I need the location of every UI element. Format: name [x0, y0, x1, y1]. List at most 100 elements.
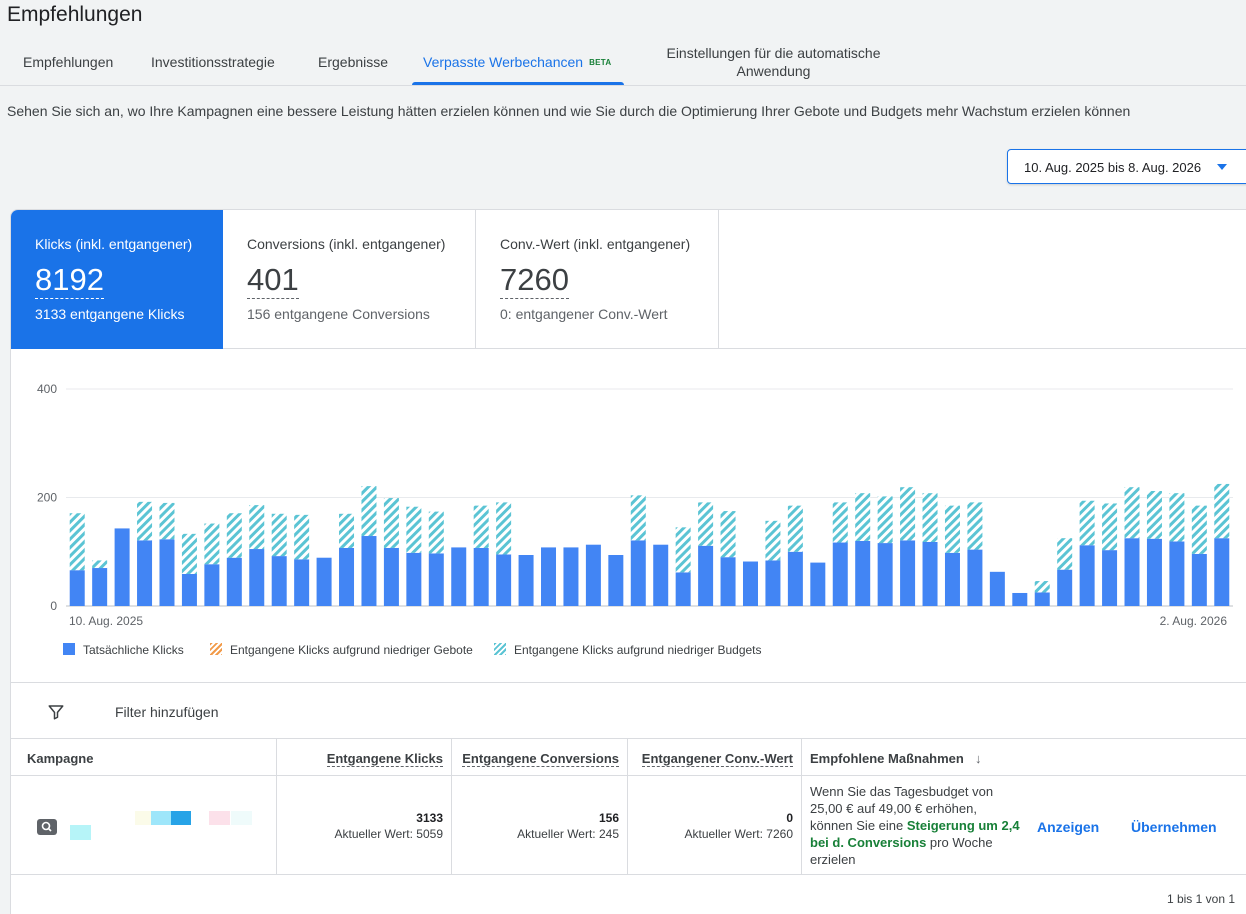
- bar-actual-clicks[interactable]: [473, 547, 489, 606]
- bar-lost-clicks-budget[interactable]: [787, 505, 803, 552]
- bar-actual-clicks[interactable]: [361, 536, 377, 606]
- bar-actual-clicks[interactable]: [406, 552, 422, 606]
- bar-actual-clicks[interactable]: [787, 551, 803, 606]
- bar-lost-clicks-budget[interactable]: [1079, 500, 1095, 546]
- bar-actual-clicks[interactable]: [877, 543, 893, 606]
- bar-actual-clicks[interactable]: [383, 547, 399, 606]
- date-range-picker[interactable]: 10. Aug. 2025 bis 8. Aug. 2026: [1007, 149, 1246, 184]
- bar-lost-clicks-budget[interactable]: [832, 502, 848, 543]
- bar-actual-clicks[interactable]: [1169, 541, 1185, 606]
- bar-actual-clicks[interactable]: [92, 568, 108, 606]
- bar-lost-clicks-budget[interactable]: [181, 533, 197, 574]
- bar-actual-clicks[interactable]: [204, 564, 220, 606]
- bar-lost-clicks-budget[interactable]: [1191, 505, 1207, 554]
- bar-lost-clicks-budget[interactable]: [137, 501, 153, 541]
- bar-actual-clicks[interactable]: [541, 547, 557, 606]
- bar-actual-clicks[interactable]: [226, 557, 242, 606]
- bar-lost-clicks-budget[interactable]: [720, 511, 736, 558]
- bar-lost-clicks-budget[interactable]: [967, 502, 983, 550]
- bar-actual-clicks[interactable]: [1146, 538, 1162, 606]
- metric-tab-clicks[interactable]: Klicks (inkl. entgangener) 8192 3133 ent…: [11, 210, 223, 349]
- bar-lost-clicks-budget[interactable]: [1124, 487, 1140, 539]
- bar-actual-clicks[interactable]: [1191, 553, 1207, 606]
- bar-actual-clicks[interactable]: [69, 570, 85, 606]
- bar-lost-clicks-budget[interactable]: [271, 513, 287, 557]
- bar-lost-clicks-budget[interactable]: [765, 520, 781, 561]
- bar-lost-clicks-budget[interactable]: [204, 523, 220, 565]
- column-header-campaign[interactable]: Kampagne: [11, 739, 277, 776]
- bar-lost-clicks-budget[interactable]: [406, 506, 422, 553]
- sort-arrow-icon[interactable]: ↓: [975, 751, 982, 766]
- bar-actual-clicks[interactable]: [967, 549, 983, 606]
- bar-lost-clicks-budget[interactable]: [1057, 538, 1073, 570]
- legend-item-budget[interactable]: Entgangene Klicks aufgrund niedriger Bud…: [494, 643, 762, 657]
- bar-actual-clicks[interactable]: [922, 541, 938, 606]
- bar-lost-clicks-budget[interactable]: [630, 495, 646, 541]
- bar-actual-clicks[interactable]: [720, 557, 736, 606]
- tab-automatische-anwendung[interactable]: Einstellungen für die automatische Anwen…: [659, 44, 888, 80]
- bar-actual-clicks[interactable]: [563, 547, 579, 606]
- apply-button[interactable]: Übernehmen: [1131, 819, 1217, 835]
- bar-actual-clicks[interactable]: [900, 540, 916, 606]
- bar-lost-clicks-budget[interactable]: [159, 502, 175, 540]
- bar-lost-clicks-budget[interactable]: [900, 487, 916, 541]
- bar-actual-clicks[interactable]: [518, 555, 534, 606]
- bar-actual-clicks[interactable]: [1012, 592, 1028, 606]
- bar-lost-clicks-budget[interactable]: [698, 502, 714, 546]
- filter-icon[interactable]: [47, 703, 65, 721]
- bar-actual-clicks[interactable]: [1057, 569, 1073, 606]
- bar-actual-clicks[interactable]: [765, 560, 781, 606]
- bar-lost-clicks-budget[interactable]: [249, 505, 265, 550]
- bar-lost-clicks-budget[interactable]: [855, 493, 871, 541]
- bar-actual-clicks[interactable]: [1034, 592, 1050, 606]
- bar-lost-clicks-budget[interactable]: [496, 502, 512, 555]
- bar-actual-clicks[interactable]: [159, 539, 175, 606]
- bar-lost-clicks-budget[interactable]: [69, 513, 85, 571]
- bar-actual-clicks[interactable]: [1079, 545, 1095, 606]
- bar-lost-clicks-budget[interactable]: [428, 511, 444, 554]
- bar-lost-clicks-budget[interactable]: [944, 505, 960, 553]
- bar-actual-clicks[interactable]: [451, 547, 467, 606]
- metric-tab-conv-value[interactable]: Conv.-Wert (inkl. entgangener) 7260 0: e…: [476, 210, 719, 349]
- bar-actual-clicks[interactable]: [742, 561, 758, 606]
- bar-lost-clicks-budget[interactable]: [1146, 490, 1162, 539]
- bar-actual-clicks[interactable]: [496, 554, 512, 606]
- bar-actual-clicks[interactable]: [339, 547, 355, 606]
- legend-item-actual[interactable]: Tatsächliche Klicks: [63, 643, 184, 657]
- bar-lost-clicks-budget[interactable]: [92, 560, 108, 569]
- bar-actual-clicks[interactable]: [675, 572, 691, 606]
- campaign-cell[interactable]: [11, 776, 277, 875]
- column-header-lost-conversions[interactable]: Entgangene Conversions: [452, 739, 628, 776]
- bar-lost-clicks-budget[interactable]: [294, 514, 310, 560]
- bar-lost-clicks-budget[interactable]: [675, 527, 691, 573]
- column-header-lost-value[interactable]: Entgangener Conv.-Wert: [628, 739, 802, 776]
- bar-lost-clicks-budget[interactable]: [1034, 581, 1050, 593]
- bar-actual-clicks[interactable]: [585, 544, 601, 606]
- bar-actual-clicks[interactable]: [271, 556, 287, 606]
- bar-actual-clicks[interactable]: [428, 553, 444, 606]
- bar-lost-clicks-budget[interactable]: [383, 498, 399, 548]
- bar-lost-clicks-budget[interactable]: [339, 513, 355, 548]
- bar-actual-clicks[interactable]: [698, 545, 714, 606]
- bar-lost-clicks-budget[interactable]: [922, 493, 938, 542]
- bar-lost-clicks-budget[interactable]: [1214, 483, 1230, 539]
- bar-lost-clicks-budget[interactable]: [1102, 503, 1118, 551]
- metric-tab-conversions[interactable]: Conversions (inkl. entgangener) 401 156 …: [223, 210, 476, 349]
- column-header-lost-clicks[interactable]: Entgangene Klicks: [277, 739, 452, 776]
- bar-actual-clicks[interactable]: [1214, 538, 1230, 606]
- add-filter-button[interactable]: Filter hinzufügen: [115, 704, 219, 720]
- bar-lost-clicks-budget[interactable]: [473, 505, 489, 548]
- bar-actual-clicks[interactable]: [989, 571, 1005, 606]
- bar-actual-clicks[interactable]: [810, 562, 826, 606]
- bar-actual-clicks[interactable]: [316, 557, 332, 606]
- bar-actual-clicks[interactable]: [832, 542, 848, 606]
- bar-actual-clicks[interactable]: [137, 540, 153, 606]
- tab-verpasste-werbechancen[interactable]: Verpasste Werbechancen BETA: [423, 53, 611, 72]
- bar-lost-clicks-budget[interactable]: [877, 496, 893, 544]
- tab-investitionsstrategie[interactable]: Investitionsstrategie: [151, 54, 275, 70]
- bar-actual-clicks[interactable]: [1124, 538, 1140, 606]
- bar-actual-clicks[interactable]: [944, 552, 960, 606]
- column-header-actions[interactable]: Empfohlene Maßnahmen ↓: [802, 739, 1246, 776]
- bar-actual-clicks[interactable]: [1102, 550, 1118, 606]
- bar-actual-clicks[interactable]: [653, 544, 669, 606]
